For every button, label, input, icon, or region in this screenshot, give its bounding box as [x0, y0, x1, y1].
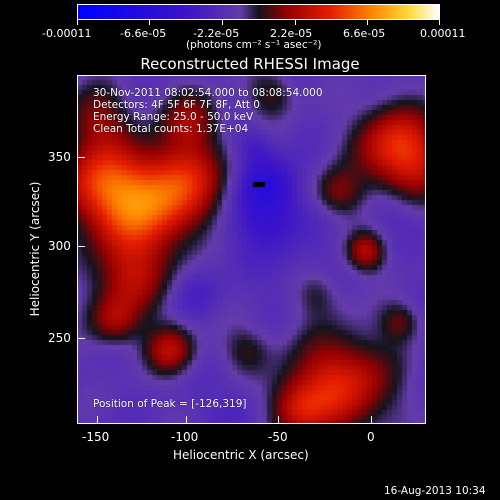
colorbar-tick-label: 0.00011 [420, 27, 466, 40]
colorbar-tick-label: 6.6e-05 [343, 27, 386, 40]
colorbar-tick-label: -0.00011 [42, 27, 92, 40]
colorbar-tick-label: -6.6e-05 [120, 27, 167, 40]
image-plot-area: 30-Nov-2011 08:02:54.000 to 08:08:54.000… [77, 75, 426, 424]
plot-title: Reconstructed RHESSI Image [140, 55, 360, 73]
time-range-label: 30-Nov-2011 08:02:54.000 to 08:08:54.000 [93, 87, 323, 99]
colorbar-tick-label: 2.2e-05 [270, 27, 313, 40]
x-tick-label: -50 [268, 430, 288, 444]
y-tick-label: 350 [48, 150, 71, 164]
x-tick-label: -150 [82, 430, 110, 444]
x-tick-mark [278, 416, 279, 424]
y-tick-mark [77, 246, 85, 247]
y-tick-mark [77, 338, 85, 339]
colorbar-tick [295, 20, 296, 25]
rhessi-image [77, 75, 426, 424]
energy-range-label: Energy Range: 25.0 - 50.0 keV [93, 111, 254, 123]
x-tick-label: -100 [171, 430, 199, 444]
clean-counts-label: Clean Total counts: 1.37E+04 [93, 123, 249, 135]
x-tick-mark [371, 416, 372, 424]
x-axis-label: Heliocentric X (arcsec) [173, 448, 309, 462]
colorbar-tick-label: -2.2e-05 [193, 27, 240, 40]
x-tick-mark [186, 416, 187, 424]
colorbar-tick [77, 20, 78, 25]
peak-position-label: Position of Peak = [-126,319] [93, 398, 247, 410]
colorbar-units: (photons cm⁻² s⁻¹ asec⁻²) [186, 39, 322, 51]
colorbar-tick [439, 20, 440, 25]
detectors-label: Detectors: 4F 5F 6F 7F 8F, Att 0 [93, 99, 260, 111]
y-tick-mark [77, 157, 85, 158]
timestamp: 16-Aug-2013 10:34 [384, 485, 486, 497]
colorbar [77, 4, 440, 20]
y-tick-label: 300 [48, 239, 71, 253]
colorbar-tick [149, 20, 150, 25]
x-tick-mark [97, 416, 98, 424]
colorbar-gradient [78, 5, 439, 19]
y-tick-label: 250 [48, 331, 71, 345]
colorbar-tick [367, 20, 368, 25]
colorbar-tick [222, 20, 223, 25]
y-axis-label: Heliocentric Y (arcsec) [28, 181, 42, 317]
x-tick-label: 0 [367, 430, 375, 444]
